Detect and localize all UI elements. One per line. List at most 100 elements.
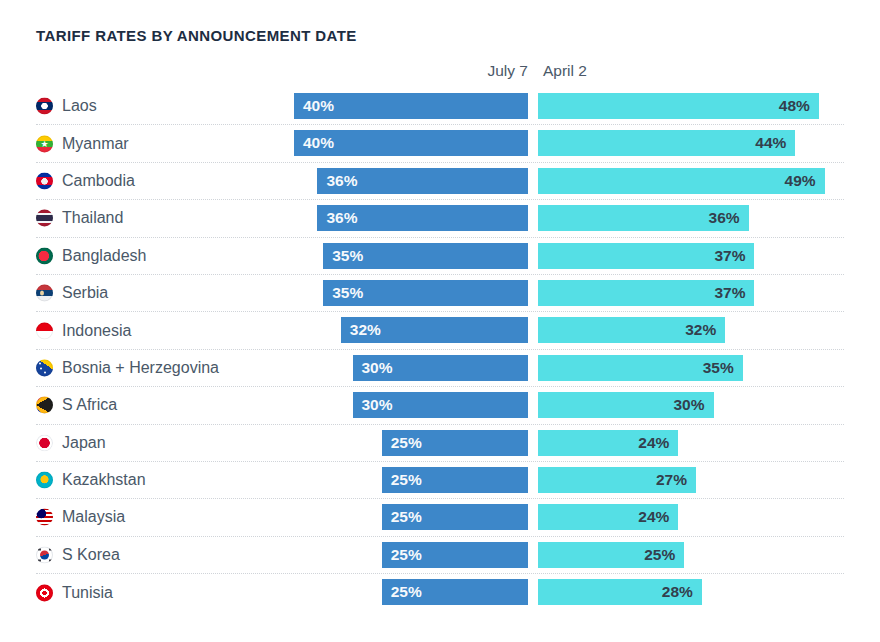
april2-bar: 35%: [538, 355, 743, 381]
table-row: Bosnia + Herzegovina 30% 35%: [36, 350, 844, 387]
country-flag-icon: [36, 584, 53, 601]
table-row: S Korea 25% 25%: [36, 537, 844, 574]
april2-bar-value: 35%: [703, 359, 743, 376]
april2-bar: 49%: [538, 168, 825, 194]
july7-bar-value: 40%: [294, 134, 334, 151]
april2-bar: 48%: [538, 93, 819, 119]
country-flag-icon: [36, 135, 53, 152]
table-row: Laos 40% 48%: [36, 88, 844, 125]
column-headers: July 7 April 2: [36, 62, 844, 86]
april2-bar: 32%: [538, 317, 725, 343]
country-flag-icon: [36, 322, 53, 339]
april2-bar-value: 36%: [709, 209, 749, 226]
country-label: S Korea: [62, 546, 120, 564]
april2-bar: 37%: [538, 243, 754, 269]
july7-bar: 25%: [382, 542, 528, 568]
april2-bar: 37%: [538, 280, 754, 306]
july7-bar-value: 25%: [382, 583, 422, 600]
table-row: Myanmar 40% 44%: [36, 125, 844, 162]
april2-bar: 24%: [538, 504, 678, 530]
april2-bar-value: 27%: [656, 471, 696, 488]
country-label: Malaysia: [62, 508, 125, 526]
country-flag-icon: [36, 172, 53, 189]
april2-bar-value: 24%: [638, 434, 678, 451]
country-flag-icon: [36, 359, 53, 376]
table-row: Serbia 35% 37%: [36, 275, 844, 312]
country-label: Tunisia: [62, 584, 113, 602]
july7-bar: 25%: [382, 430, 528, 456]
table-row: Tunisia 25% 28%: [36, 574, 844, 611]
july7-bar-value: 35%: [323, 247, 363, 264]
table-row: Cambodia 36% 49%: [36, 163, 844, 200]
july7-bar: 30%: [353, 392, 529, 418]
table-row: Thailand 36% 36%: [36, 200, 844, 237]
table-row: Indonesia 32% 32%: [36, 312, 844, 349]
april2-bar: 28%: [538, 579, 702, 605]
table-row: Bangladesh 35% 37%: [36, 238, 844, 275]
july7-bar-value: 36%: [317, 209, 357, 226]
chart-rows: Laos 40% 48% Myanmar 40% 44% Cambodia 36…: [36, 88, 844, 611]
april2-bar-value: 49%: [785, 172, 825, 189]
july7-bar-value: 25%: [382, 546, 422, 563]
july7-bar: 35%: [323, 280, 528, 306]
country-flag-icon: [36, 285, 53, 302]
july7-bar: 30%: [353, 355, 529, 381]
april2-bar: 30%: [538, 392, 714, 418]
july7-bar: 35%: [323, 243, 528, 269]
april2-bar: 25%: [538, 542, 684, 568]
july7-bar: 36%: [317, 168, 528, 194]
table-row: Malaysia 25% 24%: [36, 499, 844, 536]
country-label: Bangladesh: [62, 247, 147, 265]
country-flag-icon: [36, 472, 53, 489]
april2-bar: 44%: [538, 130, 795, 156]
country-label: Laos: [62, 97, 97, 115]
april2-bar-value: 37%: [714, 284, 754, 301]
july7-bar: 32%: [341, 317, 528, 343]
april2-bar-value: 44%: [755, 134, 795, 151]
table-row: Japan 25% 24%: [36, 425, 844, 462]
july7-bar-value: 25%: [382, 434, 422, 451]
april2-bar-value: 37%: [714, 247, 754, 264]
july7-bar: 25%: [382, 579, 528, 605]
july7-bar: 40%: [294, 93, 528, 119]
april2-bar: 36%: [538, 205, 749, 231]
july7-bar-value: 30%: [353, 359, 393, 376]
table-row: S Africa 30% 30%: [36, 387, 844, 424]
july7-bar: 40%: [294, 130, 528, 156]
july7-bar-value: 25%: [382, 471, 422, 488]
country-label: Myanmar: [62, 135, 129, 153]
country-flag-icon: [36, 434, 53, 451]
country-label: S Africa: [62, 396, 117, 414]
april2-bar-value: 28%: [662, 583, 702, 600]
country-label: Serbia: [62, 284, 108, 302]
july7-bar-value: 40%: [294, 97, 334, 114]
july7-bar: 25%: [382, 504, 528, 530]
april2-bar-value: 24%: [638, 508, 678, 525]
country-label: Bosnia + Herzegovina: [62, 359, 219, 377]
country-flag-icon: [36, 98, 53, 115]
country-flag-icon: [36, 397, 53, 414]
april2-bar-value: 25%: [644, 546, 684, 563]
column-header-april2: April 2: [543, 62, 587, 80]
country-flag-icon: [36, 546, 53, 563]
country-flag-icon: [36, 509, 53, 526]
page-title: TARIFF RATES BY ANNOUNCEMENT DATE: [36, 27, 357, 44]
country-label: Japan: [62, 434, 106, 452]
july7-bar-value: 30%: [353, 396, 393, 413]
table-row: Kazakhstan 25% 27%: [36, 462, 844, 499]
country-label: Kazakhstan: [62, 471, 146, 489]
april2-bar: 27%: [538, 467, 696, 493]
column-header-july7: July 7: [488, 62, 529, 80]
july7-bar: 25%: [382, 467, 528, 493]
april2-bar-value: 32%: [685, 321, 725, 338]
country-label: Cambodia: [62, 172, 135, 190]
country-flag-icon: [36, 210, 53, 227]
july7-bar-value: 25%: [382, 508, 422, 525]
april2-bar: 24%: [538, 430, 678, 456]
april2-bar-value: 48%: [779, 97, 819, 114]
country-label: Indonesia: [62, 322, 131, 340]
country-label: Thailand: [62, 209, 123, 227]
country-flag-icon: [36, 247, 53, 264]
april2-bar-value: 30%: [673, 396, 713, 413]
july7-bar-value: 36%: [317, 172, 357, 189]
